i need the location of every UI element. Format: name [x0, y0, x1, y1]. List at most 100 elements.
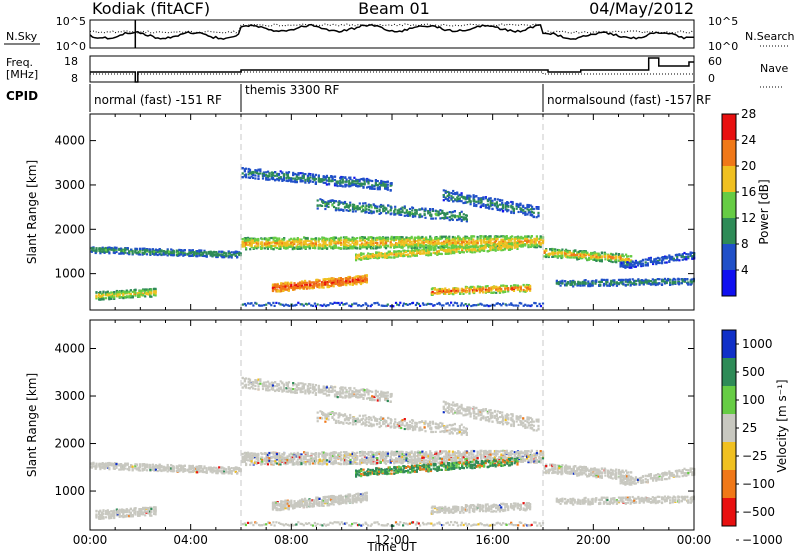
power-cell	[446, 240, 448, 242]
power-cell	[502, 204, 504, 206]
power-cell	[520, 288, 522, 290]
power-cell	[511, 238, 513, 240]
power-cell	[333, 278, 335, 280]
power-cell	[277, 290, 279, 292]
power-cell	[421, 215, 423, 217]
power-cell	[203, 255, 205, 257]
power-cell	[450, 290, 452, 292]
power-cell	[531, 214, 533, 216]
power-cell	[468, 237, 470, 239]
power-cell	[155, 288, 157, 290]
power-cell	[669, 279, 671, 281]
power-cell	[124, 248, 126, 250]
power-cell	[590, 252, 592, 254]
power-cell	[327, 203, 329, 205]
power-cell	[313, 286, 315, 288]
power-cell	[475, 204, 477, 206]
power-cell	[398, 236, 400, 238]
power-cell	[502, 284, 504, 286]
power-cell	[218, 251, 220, 253]
power-cell	[92, 247, 94, 249]
power-cell	[561, 282, 563, 284]
power-cell	[359, 185, 361, 187]
power-cell	[439, 289, 441, 291]
power-cell	[173, 250, 175, 252]
power-cell	[441, 236, 443, 238]
power-cell	[453, 249, 455, 251]
power-cell	[485, 207, 487, 209]
power-cell	[99, 250, 101, 252]
power-cell	[315, 178, 317, 180]
power-cell	[411, 237, 413, 239]
power-cell	[419, 245, 421, 247]
power-cell	[479, 248, 481, 250]
power-cell	[461, 219, 463, 221]
power-scatter	[91, 167, 696, 307]
power-cell	[391, 243, 393, 245]
power-cell	[414, 237, 416, 239]
power-cell	[533, 208, 535, 210]
power-cell	[496, 203, 498, 205]
power-cell	[357, 182, 359, 184]
power-cell	[439, 217, 441, 219]
power-cell	[366, 279, 368, 281]
power-cell	[612, 261, 614, 263]
power-cell	[276, 247, 278, 249]
power-cell	[380, 240, 382, 242]
power-cell	[561, 249, 563, 251]
power-cell	[326, 248, 328, 250]
power-cell	[666, 281, 668, 283]
beam-title: Beam 01	[358, 0, 430, 18]
power-cell	[517, 286, 519, 288]
power-cell	[490, 197, 492, 199]
power-cell	[390, 189, 392, 191]
power-cell	[454, 198, 456, 200]
power-cell	[524, 214, 526, 216]
power-cell	[430, 243, 432, 245]
power-cell	[435, 210, 437, 212]
power-cell	[581, 256, 583, 258]
power-cell	[296, 181, 298, 183]
power-cell	[272, 284, 274, 286]
power-cell	[648, 283, 650, 285]
power-cell	[196, 252, 198, 254]
power-cell	[473, 200, 475, 202]
power-cell	[595, 280, 597, 282]
power-cell	[643, 280, 645, 282]
power-cell	[471, 249, 473, 251]
power-cell	[524, 240, 526, 242]
power-cell	[150, 292, 152, 294]
power-cell	[417, 239, 419, 241]
power-cell	[304, 173, 306, 175]
power-cell	[495, 288, 497, 290]
power-cell	[371, 206, 373, 208]
power-cell	[437, 243, 439, 245]
power-cell	[581, 251, 583, 253]
power-cell	[635, 280, 637, 282]
power-cell	[328, 280, 330, 282]
power-cell	[435, 217, 437, 219]
power-cell	[279, 246, 281, 248]
power-cell	[315, 174, 317, 176]
power-cell	[658, 283, 660, 285]
power-cell	[293, 247, 295, 249]
power-cell	[527, 241, 529, 243]
power-cell	[411, 245, 413, 247]
power-cell	[513, 290, 515, 292]
power-cell	[438, 251, 440, 253]
power-cell	[265, 174, 267, 176]
power-cell	[369, 180, 371, 182]
power-cell	[445, 192, 447, 194]
power-cell	[274, 175, 276, 177]
power-cell	[432, 218, 434, 220]
power-cell	[372, 241, 374, 243]
power-cell	[396, 246, 398, 248]
power-cell	[245, 176, 247, 178]
power-cell	[462, 293, 464, 295]
power-cell	[312, 244, 314, 246]
power-cell	[132, 250, 134, 252]
power-cell	[297, 172, 299, 174]
power-cell	[376, 242, 378, 244]
power-cell	[452, 219, 454, 221]
power-cell	[353, 177, 355, 179]
